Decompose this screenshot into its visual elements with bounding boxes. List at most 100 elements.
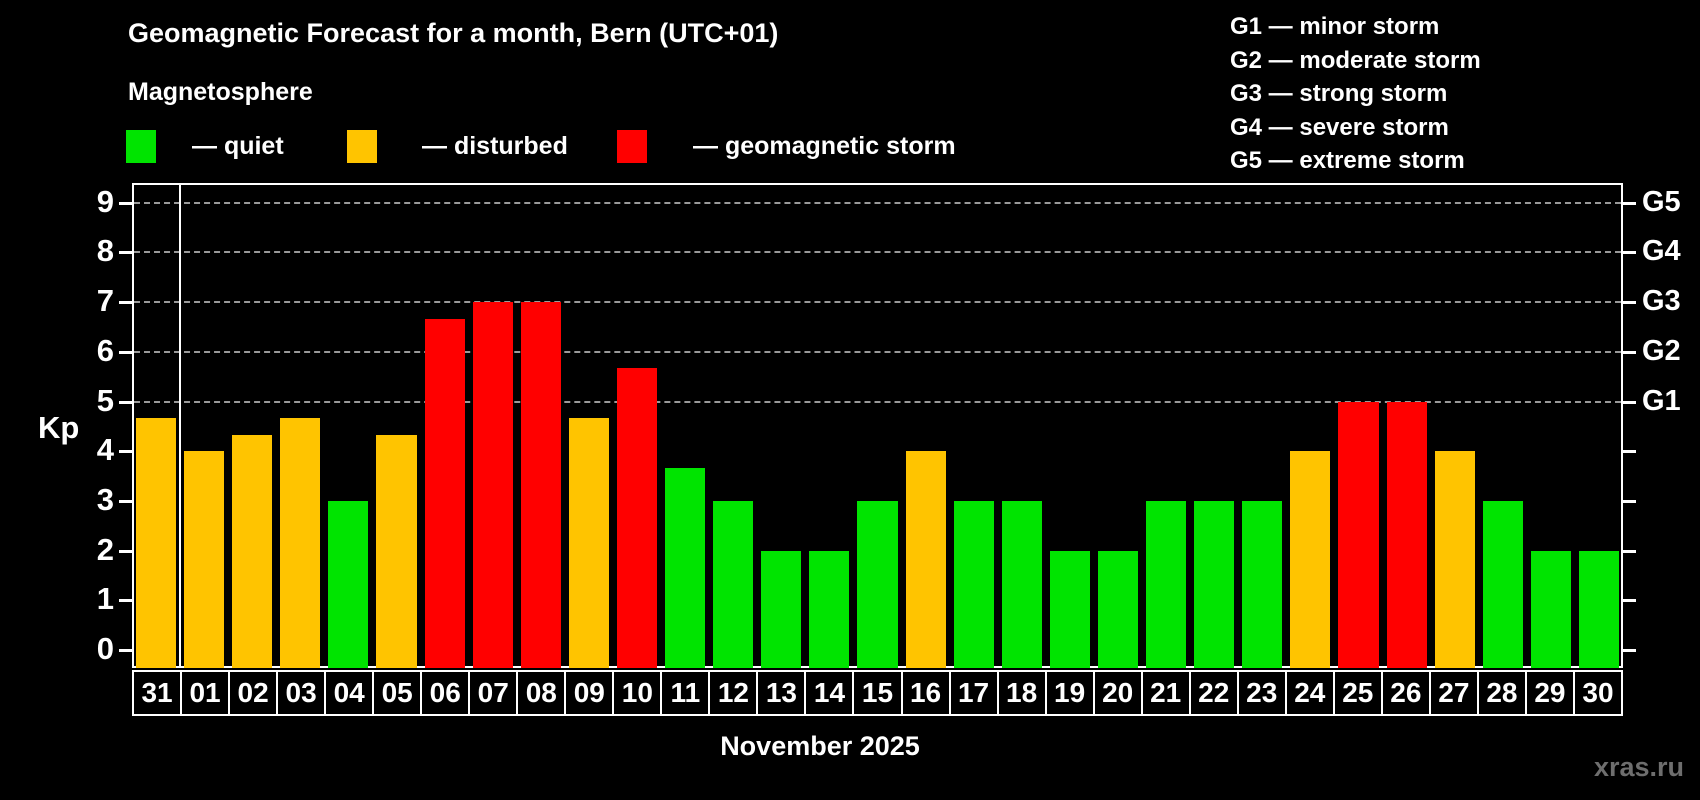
day-label-02: 02: [228, 670, 279, 716]
kp-bar-day-02: [232, 434, 273, 668]
y-axis-tick-right-1: [1623, 599, 1636, 603]
gridline-kp-6: [134, 350, 1621, 353]
day-label-10: 10: [612, 670, 663, 716]
watermark: xras.ru: [1593, 752, 1684, 782]
gridline-kp-9: [134, 201, 1621, 204]
kp-bar-day-04: [328, 500, 369, 668]
y-axis-tick-left-5: [119, 400, 132, 404]
legend-label-quiet: — quiet: [192, 131, 284, 160]
kp-bar-day-01: [184, 451, 225, 668]
y-axis-tick-left-1: [119, 599, 132, 603]
y-axis-tick-left-9: [119, 201, 132, 205]
y-tick-label-6: 6: [96, 332, 114, 368]
day-label-21: 21: [1140, 670, 1191, 716]
kp-bar-day-31: [136, 417, 177, 668]
kp-bar-day-10: [616, 368, 658, 668]
y-tick-label-0: 0: [96, 631, 114, 666]
storm-scale-legend: G1 — minor storm G2 — moderate storm G3 …: [1230, 10, 1481, 178]
kp-bar-day-23: [1242, 500, 1283, 668]
kp-bar-day-05: [376, 434, 417, 668]
y-axis-tick-left-8: [119, 251, 132, 255]
legend-item-quiet: — quiet: [126, 129, 284, 163]
right-axis-label-g1: G1: [1642, 384, 1681, 417]
y-tick-label-1: 1: [96, 581, 114, 617]
y-tick-label-9: 9: [96, 183, 114, 219]
kp-bar-day-14: [809, 550, 850, 668]
y-tick-label-5: 5: [96, 382, 114, 418]
kp-bar-day-08: [520, 302, 561, 668]
kp-bar-day-07: [472, 302, 513, 668]
y-axis-tick-right-0: [1623, 649, 1636, 652]
kp-bar-day-26: [1386, 401, 1427, 668]
day-label-08: 08: [516, 670, 567, 716]
y-axis-tick-left-3: [119, 499, 132, 503]
right-axis-label-g4: G4: [1642, 235, 1681, 268]
quiet-color-swatch: [126, 129, 156, 163]
day-label-23: 23: [1236, 670, 1287, 716]
storm-scale-g5: G5 — extreme storm: [1230, 147, 1465, 174]
day-label-22: 22: [1188, 670, 1239, 716]
day-label-28: 28: [1476, 670, 1527, 716]
y-axis-tick-left-6: [119, 350, 132, 354]
y-tick-label-7: 7: [96, 283, 114, 319]
gridline-kp-5: [134, 400, 1621, 403]
kp-bar-day-18: [1001, 500, 1042, 668]
y-tick-label-4: 4: [96, 432, 114, 468]
kp-bar-day-15: [857, 500, 898, 668]
y-axis-tick-right-6: [1623, 350, 1636, 354]
day-label-01: 01: [180, 670, 231, 716]
kp-bar-day-21: [1146, 500, 1187, 668]
day-label-07: 07: [468, 670, 519, 716]
gridline-kp-7: [134, 301, 1621, 304]
kp-bar-day-17: [953, 500, 994, 668]
y-axis-tick-left-4: [119, 450, 132, 454]
day-label-05: 05: [372, 670, 423, 716]
kp-bar-day-06: [424, 318, 465, 668]
storm-scale-g4: G4 — severe storm: [1230, 113, 1449, 141]
day-label-12: 12: [708, 670, 759, 716]
day-label-06: 06: [420, 670, 471, 716]
kp-bar-day-28: [1482, 500, 1523, 668]
month-separator-line: [179, 183, 182, 668]
day-label-15: 15: [852, 670, 903, 716]
kp-bar-day-24: [1290, 451, 1331, 668]
kp-bar-day-16: [905, 451, 946, 668]
day-label-14: 14: [804, 670, 855, 716]
disturbed-color-swatch: [347, 129, 377, 163]
gridline-kp-8: [134, 251, 1621, 254]
day-label-18: 18: [996, 670, 1047, 716]
y-tick-label-8: 8: [96, 233, 114, 269]
kp-bar-day-30: [1578, 550, 1619, 668]
kp-bar-day-13: [761, 550, 802, 668]
day-label-19: 19: [1044, 670, 1095, 716]
legend-item-disturbed: — disturbed: [347, 129, 568, 163]
day-label-16: 16: [900, 670, 951, 716]
y-axis-tick-right-2: [1623, 549, 1636, 553]
right-axis-label-g2: G2: [1642, 334, 1681, 367]
kp-bar-day-19: [1049, 550, 1090, 668]
y-axis-tick-right-7: [1623, 301, 1636, 305]
right-axis-label-g3: G3: [1642, 285, 1681, 318]
y-axis-label: Kp: [38, 410, 80, 445]
legend-label-storm: — geomagnetic storm: [693, 131, 956, 160]
kp-bar-day-20: [1097, 550, 1139, 668]
day-label-04: 04: [324, 670, 375, 716]
y-axis-tick-right-4: [1623, 450, 1636, 454]
y-axis-tick-right-3: [1623, 499, 1636, 503]
kp-bar-day-11: [665, 467, 706, 668]
day-label-26: 26: [1380, 670, 1431, 716]
storm-scale-g3: G3 — strong storm: [1230, 80, 1448, 107]
legend-item-storm: — geomagnetic storm: [617, 129, 956, 163]
day-label-30: 30: [1572, 670, 1623, 716]
kp-bar-day-03: [280, 417, 321, 668]
y-axis-tick-left-2: [119, 549, 132, 553]
day-label-20: 20: [1092, 670, 1143, 716]
storm-color-swatch: [617, 129, 647, 163]
day-label-24: 24: [1284, 670, 1335, 716]
x-axis-day-labels: 31 01 02 03 04 05 06 07 08 09 10 11 12 13 14 15 16 17 18 19…: [132, 670, 1623, 716]
y-axis-tick-right-5: [1623, 400, 1636, 404]
y-axis-tick-right-8: [1623, 251, 1636, 255]
y-axis-tick-right-9: [1623, 201, 1636, 205]
y-tick-label-3: 3: [96, 481, 114, 517]
